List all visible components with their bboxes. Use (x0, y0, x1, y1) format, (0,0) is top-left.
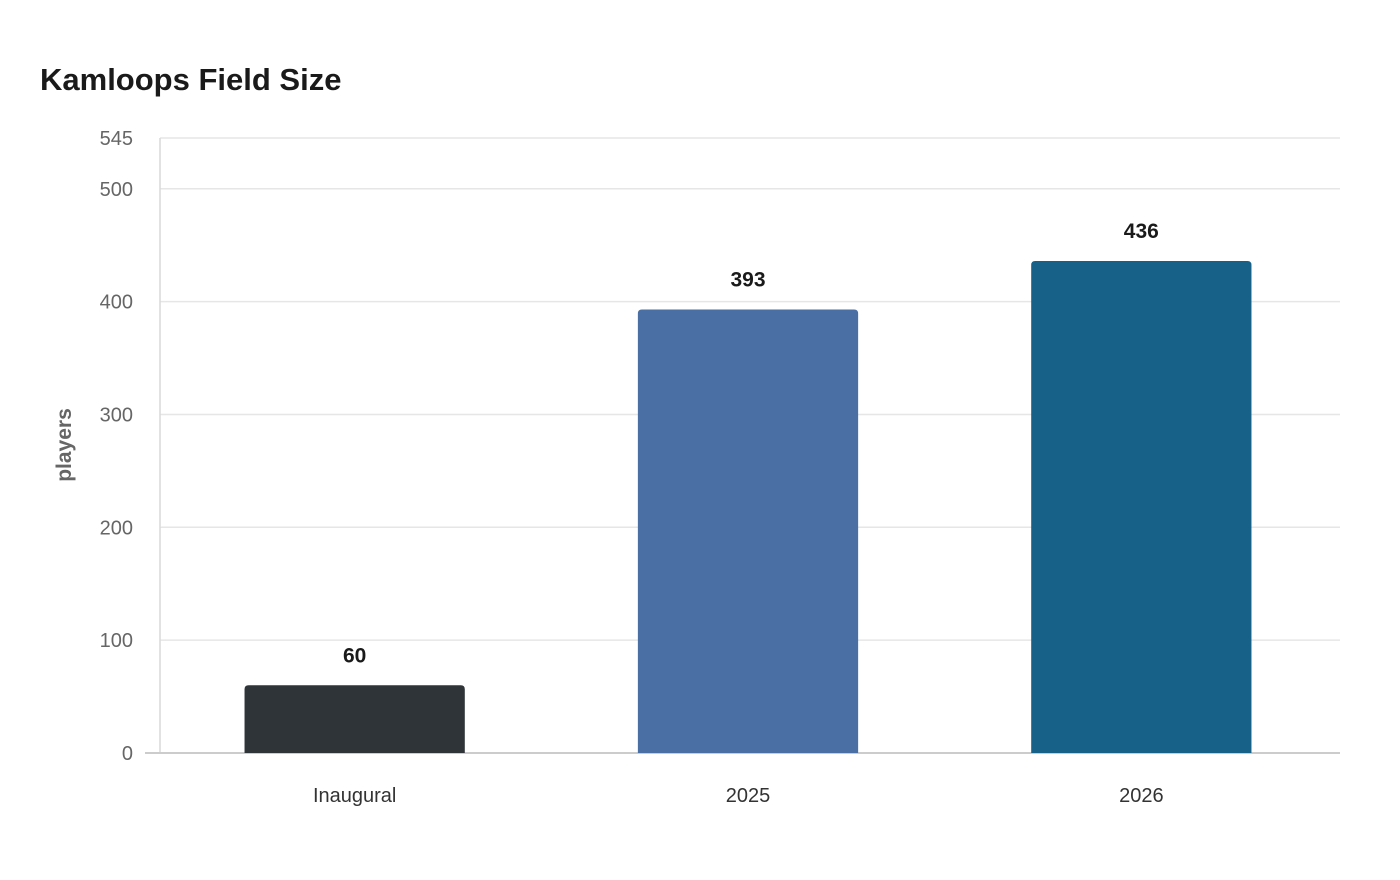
y-tick-label: 300 (100, 404, 133, 426)
y-tick-labels: 0 100 200 300 400 500 545 (100, 128, 133, 765)
y-axis-title: players (53, 408, 76, 482)
category-label: 2026 (1119, 785, 1164, 807)
y-tick-label: 200 (100, 517, 133, 539)
y-tick-label: 0 (122, 743, 133, 765)
value-label: 393 (730, 269, 765, 292)
bar-inaugural (244, 685, 465, 753)
chart-title: Kamloops Field Size (40, 62, 342, 97)
category-label: Inaugural (313, 785, 396, 807)
value-labels: 60 393 436 (343, 220, 1159, 667)
value-label: 60 (343, 644, 366, 667)
y-tick-label: 400 (100, 292, 133, 314)
y-tick-label: 100 (100, 630, 133, 652)
bars (244, 261, 1252, 753)
category-label: 2025 (726, 785, 771, 807)
category-labels: Inaugural 2025 2026 (313, 785, 1164, 807)
bar-2026 (1031, 261, 1252, 753)
y-tick-label: 545 (100, 128, 133, 150)
bar-2025 (637, 309, 859, 753)
value-label: 436 (1124, 220, 1159, 243)
y-tick-label: 500 (100, 179, 133, 201)
